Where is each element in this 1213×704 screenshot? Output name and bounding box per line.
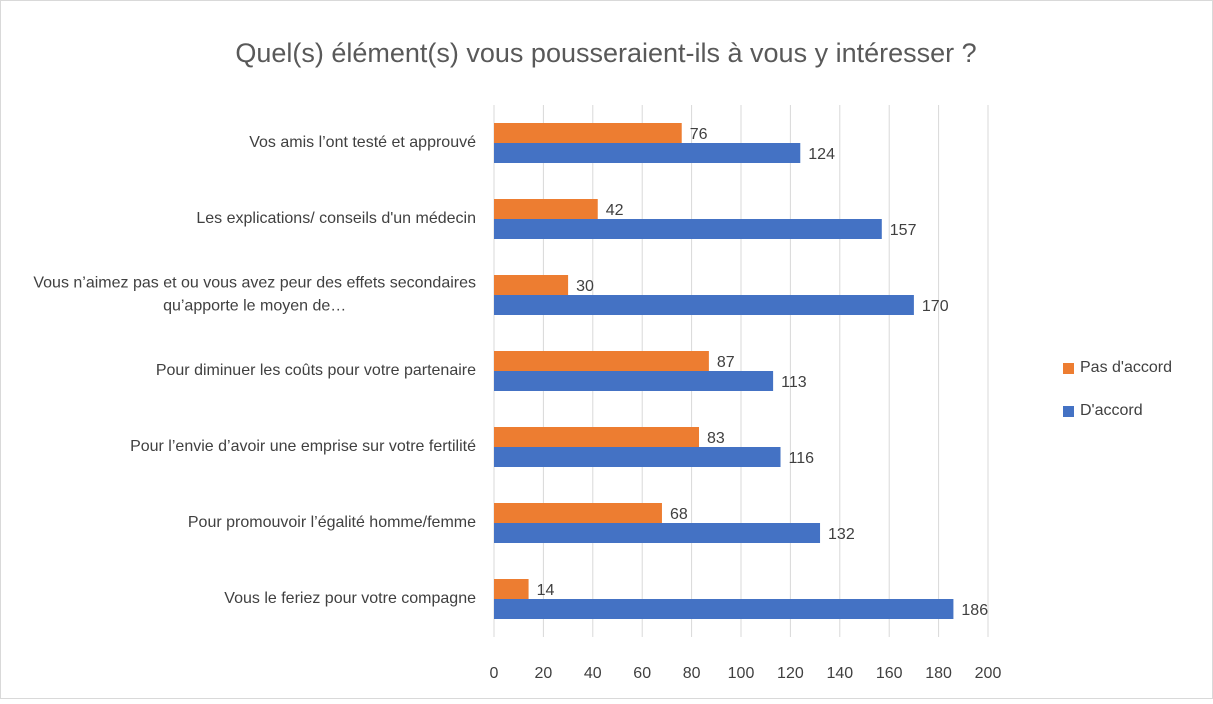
x-tick-label: 20	[535, 665, 553, 682]
x-tick-label: 160	[876, 665, 903, 682]
x-tick-label: 100	[728, 665, 755, 682]
bar	[494, 219, 882, 239]
bar	[494, 199, 598, 219]
y-tick-label: Vous le feriez pour votre compagne	[224, 590, 476, 607]
y-tick-label: Vos amis l’ont testé et approuvé	[249, 134, 476, 151]
y-tick-label: Pour l’envie d’avoir une emprise sur vot…	[130, 438, 476, 455]
legend-label: Pas d'accord	[1080, 359, 1172, 376]
y-tick-label: Les explications/ conseils d'un médecin	[196, 210, 476, 227]
x-tick-label: 40	[584, 665, 602, 682]
value-label: 157	[890, 222, 917, 239]
value-label: 170	[922, 298, 949, 315]
value-label: 124	[808, 146, 835, 163]
bar	[494, 579, 529, 599]
x-tick-label: 180	[925, 665, 952, 682]
bar	[494, 123, 682, 143]
y-tick-label: Pour promouvoir l’égalité homme/femme	[188, 514, 476, 531]
bar	[494, 143, 801, 163]
x-tick-label: 0	[490, 665, 499, 682]
value-label: 42	[606, 202, 624, 219]
value-label: 113	[781, 374, 807, 391]
value-label: 76	[690, 126, 708, 143]
bar	[494, 447, 781, 467]
value-label: 132	[828, 526, 855, 543]
value-label: 116	[789, 450, 815, 467]
value-label: 186	[961, 602, 988, 619]
bar	[494, 371, 774, 391]
legend-swatch	[1063, 363, 1074, 374]
value-label: 68	[670, 506, 688, 523]
value-label: 83	[707, 430, 725, 447]
y-tick-label: Vous n’aimez pas et ou vous avez peur de…	[33, 275, 476, 315]
x-tick-label: 200	[975, 665, 1002, 682]
x-tick-label: 120	[777, 665, 804, 682]
bar	[494, 599, 954, 619]
x-tick-label: 140	[826, 665, 853, 682]
bar	[494, 523, 821, 543]
legend-swatch	[1063, 406, 1074, 417]
bar	[494, 275, 569, 295]
value-label: 14	[537, 582, 555, 599]
value-label: 87	[717, 354, 735, 371]
y-tick-label: Pour diminuer les coûts pour votre parte…	[156, 362, 476, 379]
bar	[494, 427, 700, 447]
x-tick-label: 80	[683, 665, 701, 682]
chart-title: Quel(s) élément(s) vous pousseraient-ils…	[235, 38, 976, 68]
x-tick-label: 60	[633, 665, 651, 682]
legend-label: D'accord	[1080, 402, 1143, 419]
value-label: 30	[576, 278, 594, 295]
bar	[494, 503, 662, 523]
bar	[494, 351, 709, 371]
bar	[494, 295, 914, 315]
